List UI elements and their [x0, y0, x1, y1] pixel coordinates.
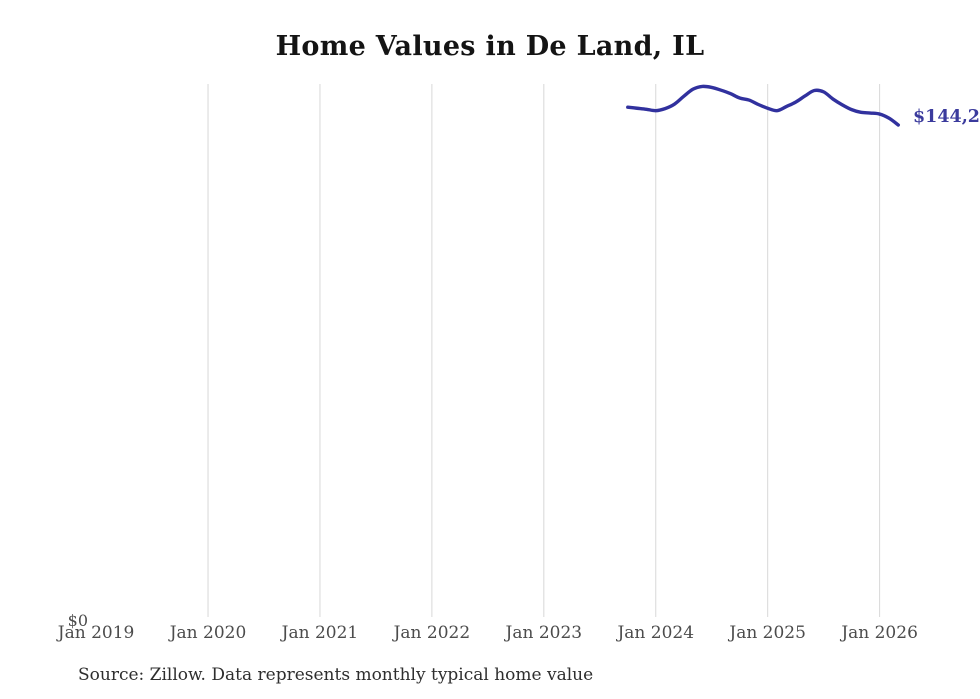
x-axis-label: Jan 2022 — [393, 623, 471, 643]
x-axis-label: Jan 2025 — [729, 623, 806, 643]
latest-value-label: $144,29 — [913, 107, 980, 127]
gridlines — [207, 84, 881, 617]
x-axis-label: Jan 2024 — [617, 623, 695, 643]
x-axis-label: Jan 2020 — [169, 623, 247, 643]
y-axis-zero-label: $0 — [67, 611, 88, 630]
source-note: Source: Zillow. Data represents monthly … — [78, 665, 594, 685]
x-axis-label: Jan 2019 — [57, 623, 135, 643]
x-axis-label: Jan 2026 — [841, 623, 918, 643]
x-axis-label: Jan 2023 — [505, 623, 583, 643]
home-value-line — [626, 84, 900, 127]
chart-title: Home Values in De Land, IL — [275, 31, 705, 62]
x-axis-label: Jan 2021 — [281, 623, 359, 643]
